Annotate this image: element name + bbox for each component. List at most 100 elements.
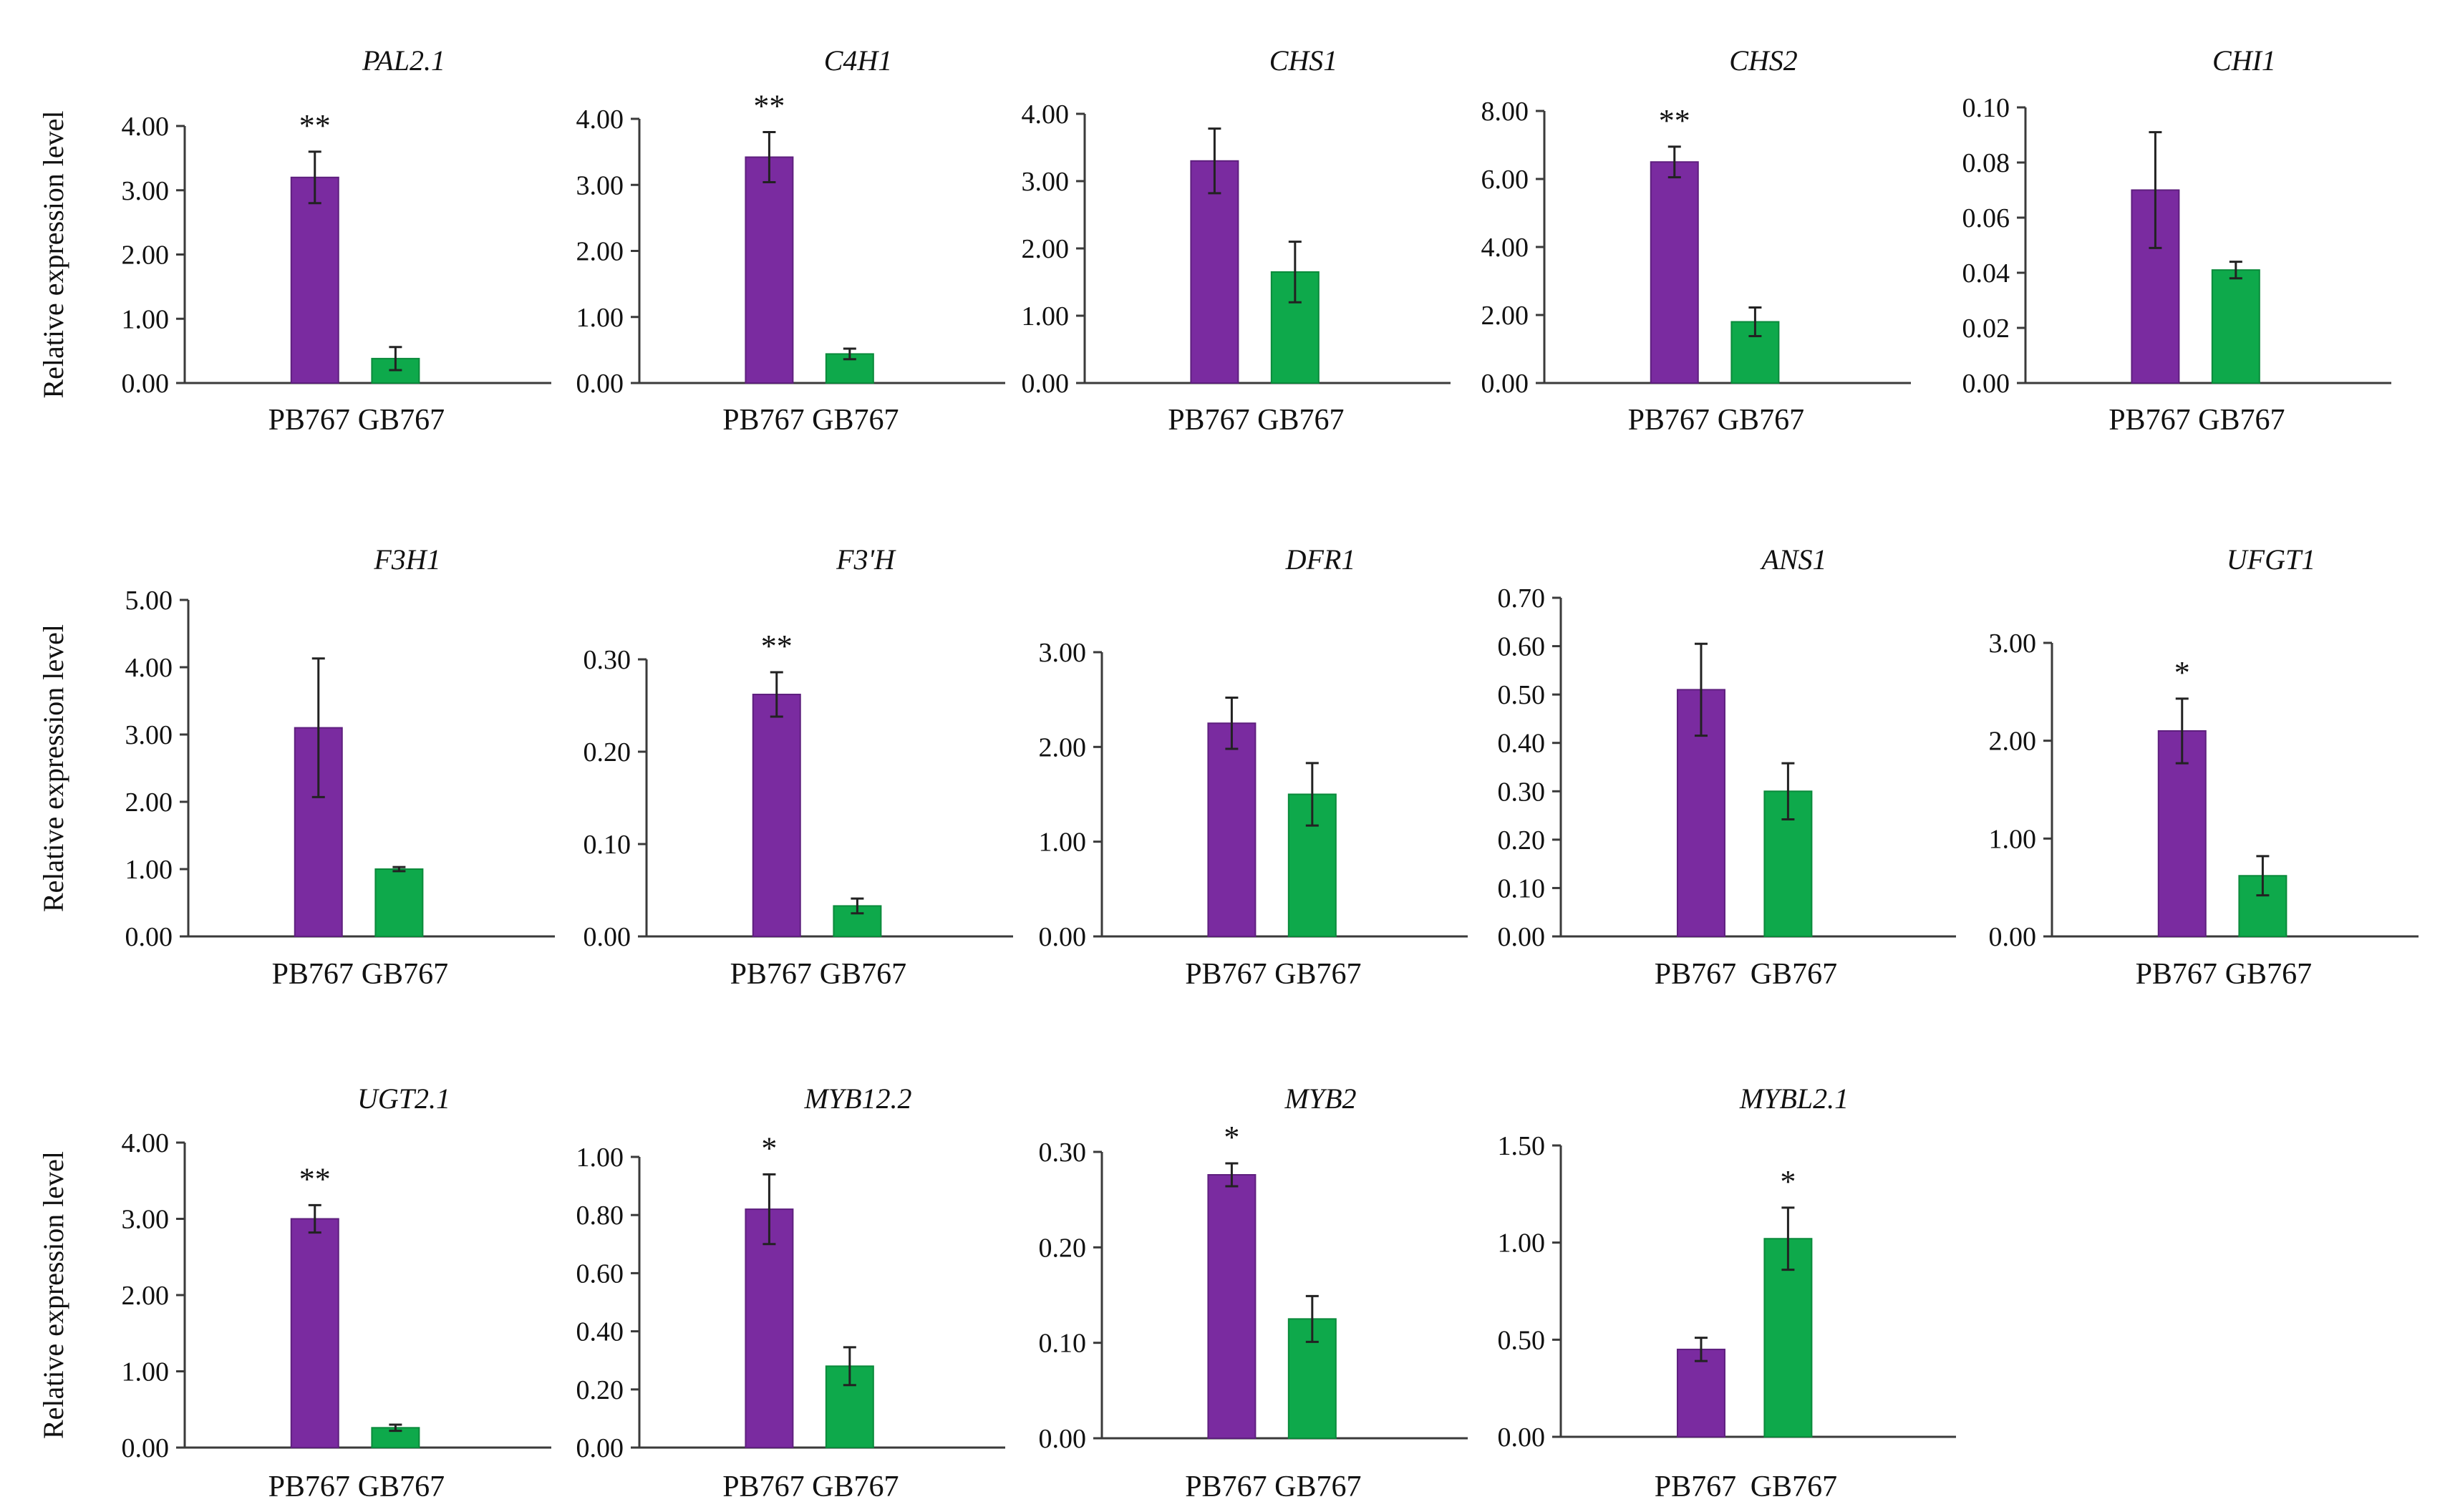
y-tick-label: 0.10 [1498,873,1546,903]
y-tick-label: 4.00 [1022,100,1070,130]
significance-mark: ** [753,88,785,123]
chart-panel-11: 0.00 1.00 2.00 3.00 4.00 UGT2.1 ** PB767 GB767 Re… [37,1082,551,1503]
y-tick-label: 0.40 [1498,729,1546,759]
y-tick-label: 0.50 [1498,1325,1546,1355]
chart-title: CHI1 [2212,44,2276,77]
chart-panel-14: 0.00 0.50 1.00 1.50 MYBL2.1 PB767 * GB767 [1498,1082,1956,1503]
chart-panel-12: 0.00 0.20 0.40 0.60 0.80 1.00 MYB12.2 * PB767 GB7… [576,1082,1005,1503]
y-tick-label: 1.00 [576,1143,624,1173]
chart-panel-2: 0.00 1.00 2.00 3.00 4.00 C4H1 ** PB767 GB767 [576,44,1005,437]
bar-pb767 [752,694,801,938]
y-tick-label: 0.00 [1022,369,1070,399]
y-tick-label: 0.00 [1039,922,1087,952]
y-axis-label: Relative expression level [37,1151,69,1439]
y-tick-label: 0.00 [576,1433,624,1463]
category-label: PB767 [722,1470,804,1503]
bar-pb767 [1207,1174,1257,1439]
y-tick-label: 1.00 [1022,301,1070,331]
y-tick-label: 0.00 [1498,922,1546,952]
chart-title: MYB12.2 [804,1082,912,1115]
y-tick-label: 0.20 [1039,1233,1087,1263]
bar-gb767 [374,868,424,937]
significance-mark: ** [299,1161,331,1196]
category-label: GB767 [1718,404,1804,437]
chart-title: DFR1 [1285,543,1356,576]
chart-title: CHS1 [1269,44,1338,77]
bar-gb767 [1763,1238,1813,1438]
category-label: PB767 [730,958,812,991]
y-tick-label: 4.00 [1481,233,1529,263]
y-tick-label: 3.00 [1989,629,2037,659]
bar-pb767 [745,156,794,384]
chart-title: CHS2 [1729,44,1798,77]
y-tick-label: 0.00 [1962,369,2010,399]
bar-pb767 [1676,1348,1725,1438]
category-label: GB767 [1751,1470,1837,1503]
significance-mark: * [1780,1164,1796,1199]
bar-pb767 [290,176,339,384]
significance-mark: * [1224,1120,1239,1155]
category-label: PB767 [268,1470,350,1503]
y-tick-label: 3.00 [1022,167,1070,197]
y-axis-label: Relative expression level [37,624,69,912]
category-label: GB767 [812,404,899,437]
category-label: GB767 [2198,404,2285,437]
category-label: PB767 [268,404,350,437]
category-label: GB767 [812,1470,899,1503]
y-tick-label: 0.04 [1962,258,2010,289]
y-tick-label: 0.20 [1498,825,1546,856]
y-tick-label: 0.40 [576,1317,624,1347]
category-label: GB767 [1257,404,1344,437]
y-tick-label: 0.02 [1962,314,2010,344]
y-tick-label: 5.00 [125,586,173,616]
chart-title: PAL2.1 [362,44,445,77]
category-label: GB767 [362,958,448,991]
chart-title: UFGT1 [2227,543,2315,576]
chart-panel-13: 0.00 0.10 0.20 0.30 MYB2 * PB767 GB767 [1039,1082,1468,1503]
y-tick-label: 0.30 [1498,777,1546,807]
category-label: PB767 [1168,404,1249,437]
chart-title: F3H1 [373,543,440,576]
category-label: PB767 [1185,1470,1267,1503]
category-label: PB767 [2109,404,2190,437]
y-tick-label: 0.00 [1481,369,1529,399]
category-label: GB767 [820,958,906,991]
chart-title: F3'H [836,543,896,576]
y-tick-label: 2.00 [1989,727,2037,757]
y-tick-label: 0.06 [1962,203,2010,233]
y-tick-label: 2.00 [1039,732,1087,762]
chart-panel-5: 0.00 0.02 0.04 0.06 0.08 0.10 CHI1 PB767 GB767 [1962,44,2391,437]
y-axis-label: Relative expression level [37,110,69,398]
y-tick-label: 0.30 [1039,1138,1087,1168]
significance-mark: ** [299,108,331,143]
bar-pb767 [1650,161,1699,384]
category-label: PB767 [272,958,354,991]
y-tick-label: 0.10 [1962,93,2010,123]
y-tick-label: 2.00 [1022,234,1070,264]
chart-title: C4H1 [824,44,893,77]
y-tick-label: 0.00 [1039,1424,1087,1454]
chart-panel-10: 0.00 1.00 2.00 3.00 UFGT1 * PB767 GB767 [1989,543,2419,991]
y-tick-label: 0.60 [576,1259,624,1289]
y-tick-label: 0.30 [584,645,631,675]
chart-title: MYB2 [1284,1082,1357,1115]
y-tick-label: 0.00 [125,922,173,952]
y-tick-label: 1.00 [1989,824,2037,854]
y-tick-label: 1.00 [1498,1228,1546,1259]
y-tick-label: 4.00 [125,653,173,683]
category-label: PB767 [1655,1470,1736,1503]
bar-pb767 [745,1208,794,1448]
y-tick-label: 0.00 [584,922,631,952]
y-tick-label: 1.00 [122,1357,170,1387]
y-tick-label: 1.00 [125,855,173,885]
category-label: GB767 [358,404,445,437]
y-tick-label: 2.00 [1481,301,1529,331]
y-tick-label: 0.10 [584,830,631,860]
y-tick-label: 0.60 [1498,632,1546,662]
y-tick-label: 0.00 [1498,1423,1546,1453]
bar-pb767 [1190,160,1239,384]
chart-panel-8: 0.00 1.00 2.00 3.00 DFR1 PB767 GB767 [1039,543,1468,991]
significance-mark: * [761,1130,777,1166]
y-tick-label: 1.50 [1498,1131,1546,1161]
